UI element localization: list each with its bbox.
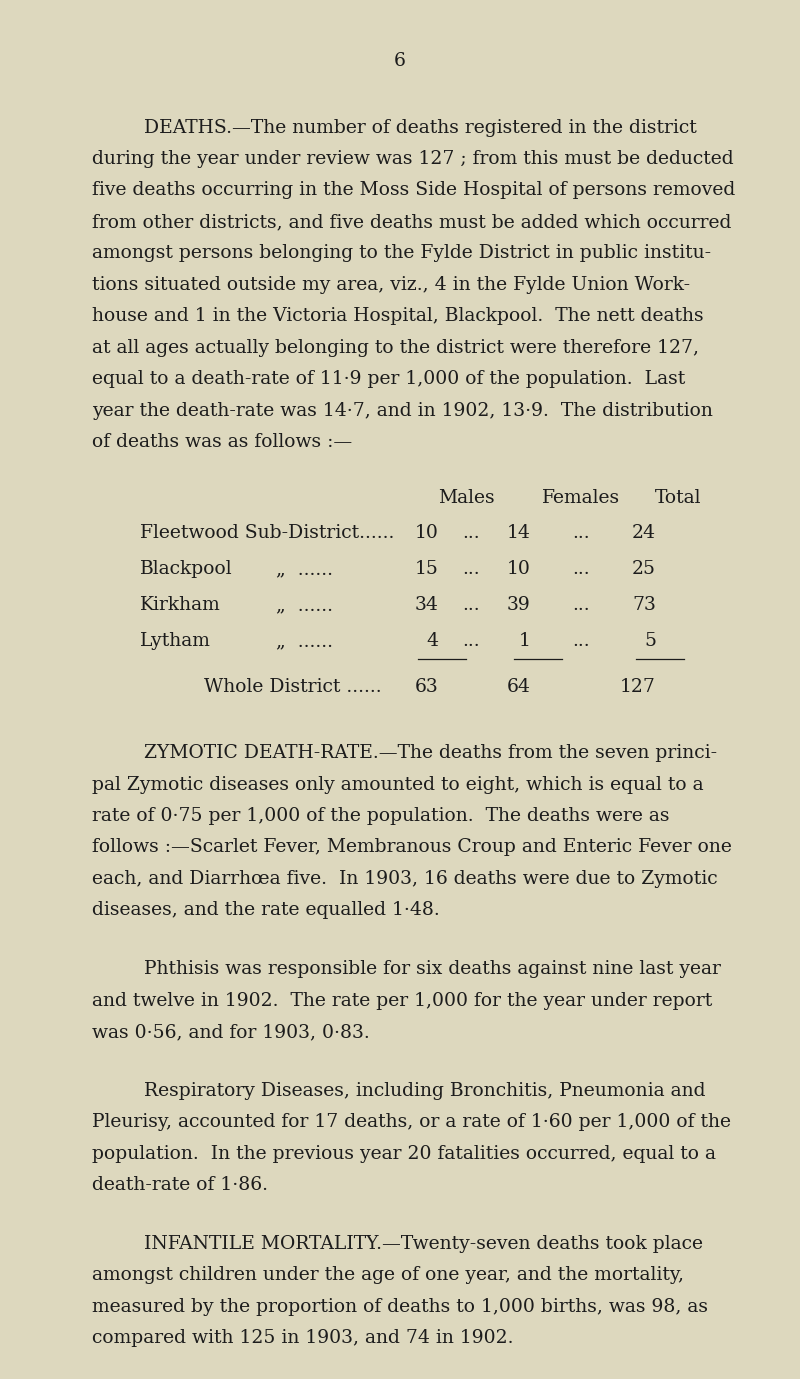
Text: Lytham: Lytham — [140, 633, 211, 651]
Text: Kirkham: Kirkham — [140, 596, 221, 614]
Text: year the death-rate was 14·7, and in 1902, 13·9.  The distribution: year the death-rate was 14·7, and in 190… — [92, 401, 713, 419]
Text: 24: 24 — [632, 524, 656, 542]
Text: 39: 39 — [506, 596, 530, 614]
Text: 6: 6 — [394, 52, 406, 70]
Text: Whole District ......: Whole District ...... — [204, 678, 382, 696]
Text: Blackpool: Blackpool — [140, 560, 233, 578]
Text: amongst children under the age of one year, and the mortality,: amongst children under the age of one ye… — [92, 1266, 684, 1284]
Text: diseases, and the rate equalled 1·48.: diseases, and the rate equalled 1·48. — [92, 902, 440, 920]
Text: ...: ... — [462, 633, 480, 651]
Text: Females: Females — [542, 490, 621, 507]
Text: measured by the proportion of deaths to 1,000 births, was 98, as: measured by the proportion of deaths to … — [92, 1298, 708, 1316]
Text: ...: ... — [572, 633, 590, 651]
Text: „  ......: „ ...... — [276, 633, 333, 651]
Text: 5: 5 — [644, 633, 656, 651]
Text: 64: 64 — [506, 678, 530, 696]
Text: rate of 0·75 per 1,000 of the population.  The deaths were as: rate of 0·75 per 1,000 of the population… — [92, 807, 670, 825]
Text: Total: Total — [654, 490, 701, 507]
Text: at all ages actually belonging to the district were therefore 127,: at all ages actually belonging to the di… — [92, 339, 699, 357]
Text: ...: ... — [572, 524, 590, 542]
Text: follows :—Scarlet Fever, Membranous Croup and Enteric Fever one: follows :—Scarlet Fever, Membranous Crou… — [92, 838, 732, 856]
Text: Respiratory Diseases, including Bronchitis, Pneumonia and: Respiratory Diseases, including Bronchit… — [144, 1081, 706, 1099]
Text: was 0·56, and for 1903, 0·83.: was 0·56, and for 1903, 0·83. — [92, 1023, 370, 1041]
Text: ...: ... — [572, 560, 590, 578]
Text: death-rate of 1·86.: death-rate of 1·86. — [92, 1176, 268, 1194]
Text: compared with 125 in 1903, and 74 in 1902.: compared with 125 in 1903, and 74 in 190… — [92, 1329, 514, 1347]
Text: pal Zymotic diseases only amounted to eight, which is equal to a: pal Zymotic diseases only amounted to ei… — [92, 775, 704, 793]
Text: of deaths was as follows :—: of deaths was as follows :— — [92, 433, 352, 451]
Text: during the year under review was 127 ; from this must be deducted: during the year under review was 127 ; f… — [92, 150, 734, 168]
Text: five deaths occurring in the Moss Side Hospital of persons removed: five deaths occurring in the Moss Side H… — [92, 182, 735, 200]
Text: Phthisis was responsible for six deaths against nine last year: Phthisis was responsible for six deaths … — [144, 960, 721, 978]
Text: 15: 15 — [414, 560, 438, 578]
Text: 25: 25 — [632, 560, 656, 578]
Text: 14: 14 — [506, 524, 530, 542]
Text: tions situated outside my area, viz., 4 in the Fylde Union Work-: tions situated outside my area, viz., 4 … — [92, 276, 690, 294]
Text: 10: 10 — [506, 560, 530, 578]
Text: from other districts, and five deaths must be added which occurred: from other districts, and five deaths mu… — [92, 212, 731, 230]
Text: 10: 10 — [414, 524, 438, 542]
Text: equal to a death-rate of 11·9 per 1,000 of the population.  Last: equal to a death-rate of 11·9 per 1,000 … — [92, 370, 686, 387]
Text: 34: 34 — [414, 596, 438, 614]
Text: each, and Diarrhœa five.  In 1903, 16 deaths were due to Zymotic: each, and Diarrhœa five. In 1903, 16 dea… — [92, 870, 718, 888]
Text: 127: 127 — [620, 678, 656, 696]
Text: amongst persons belonging to the Fylde District in public institu-: amongst persons belonging to the Fylde D… — [92, 244, 711, 262]
Text: ...: ... — [462, 596, 480, 614]
Text: ...: ... — [462, 524, 480, 542]
Text: DEATHS.—The number of deaths registered in the district: DEATHS.—The number of deaths registered … — [144, 119, 697, 137]
Text: and twelve in 1902.  The rate per 1,000 for the year under report: and twelve in 1902. The rate per 1,000 f… — [92, 992, 712, 1009]
Text: Fleetwood Sub-District......: Fleetwood Sub-District...... — [140, 524, 394, 542]
Text: „  ......: „ ...... — [276, 560, 333, 578]
Text: house and 1 in the Victoria Hospital, Blackpool.  The nett deaths: house and 1 in the Victoria Hospital, Bl… — [92, 308, 704, 325]
Text: INFANTILE MORTALITY.—Twenty-seven deaths took place: INFANTILE MORTALITY.—Twenty-seven deaths… — [144, 1234, 703, 1252]
Text: 63: 63 — [414, 678, 438, 696]
Text: 73: 73 — [632, 596, 656, 614]
Text: ZYMOTIC DEATH-RATE.—The deaths from the seven princi-: ZYMOTIC DEATH-RATE.—The deaths from the … — [144, 745, 717, 763]
Text: 1: 1 — [518, 633, 530, 651]
Text: ...: ... — [462, 560, 480, 578]
Text: „  ......: „ ...... — [276, 596, 333, 614]
Text: ...: ... — [572, 596, 590, 614]
Text: population.  In the previous year 20 fatalities occurred, equal to a: population. In the previous year 20 fata… — [92, 1145, 716, 1162]
Text: 4: 4 — [426, 633, 438, 651]
Text: Pleurisy, accounted for 17 deaths, or a rate of 1·60 per 1,000 of the: Pleurisy, accounted for 17 deaths, or a … — [92, 1113, 731, 1131]
Text: Males: Males — [438, 490, 495, 507]
